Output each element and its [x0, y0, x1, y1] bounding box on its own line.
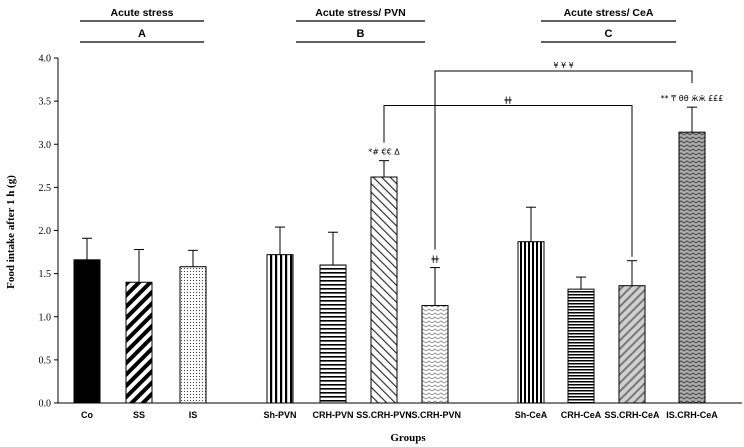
comparisons: ¥ ¥ ¥ ǂǂ — [383, 61, 693, 257]
comparison-label: ǂǂ — [504, 95, 512, 104]
x-tick-label: SS.CRH-PVN — [356, 410, 412, 420]
x-tick-label: IS — [189, 410, 198, 420]
bar-is-crh-cea — [678, 131, 706, 404]
y-axis-title: Food intake after 1 h (g) — [5, 175, 17, 289]
comparison-bracket — [434, 70, 693, 250]
y-tick-label: 3.0 — [39, 140, 52, 151]
y-tick-label: 0.0 — [39, 399, 52, 410]
group-title: Acute stress — [110, 7, 173, 19]
y-tick-label: 2.0 — [39, 226, 52, 237]
comparison-label: ¥ ¥ ¥ — [553, 61, 573, 70]
group-title: Acute stress/ PVN — [315, 7, 405, 19]
bar-sh-cea — [517, 241, 545, 404]
bar-ss-crh-cea — [618, 285, 646, 404]
bar-is — [179, 266, 207, 404]
comparison-bracket — [383, 104, 633, 257]
bar-sh-pvn — [266, 254, 294, 404]
x-tick-label: Co — [81, 410, 93, 420]
bar-annotation: ǂǂ — [431, 255, 439, 264]
x-tick-label: SS — [133, 410, 145, 420]
group-headers: Acute stress A Acute stress/ PVN B Acute str… — [80, 7, 676, 43]
bar-ss — [125, 281, 153, 404]
bars: *# €€ Δ ǂǂ ** ₸ θθ ӝӝ £££ — [73, 94, 724, 404]
x-axis-title: Groups — [390, 432, 426, 444]
group-letter: B — [357, 28, 365, 40]
x-tick-label: Sh-PVN — [263, 410, 296, 420]
y-axis: 0.0 0.5 1.0 1.5 2.0 2.5 3.0 3.5 4.0 — [39, 54, 59, 410]
x-tick-label: IS.CRH-CeA — [666, 410, 718, 420]
x-tick-label: CRH-CeA — [561, 410, 602, 420]
group-letter: C — [605, 28, 613, 40]
group-letter: A — [138, 28, 146, 40]
bar-ss-crh-pvn — [370, 176, 398, 404]
group-title: Acute stress/ CeA — [564, 7, 654, 19]
y-tick-label: 3.5 — [39, 97, 52, 108]
bar-crh-pvn — [319, 264, 347, 404]
bar-is-crh-pvn — [421, 305, 449, 404]
y-tick-label: 0.5 — [39, 355, 52, 366]
x-tick-label: IS.CRH-PVN — [409, 410, 461, 420]
y-tick-label: 2.5 — [39, 183, 52, 194]
y-tick-label: 4.0 — [39, 54, 52, 65]
bar-co — [73, 259, 101, 404]
bar-crh-cea — [567, 288, 595, 404]
x-tick-label: CRH-PVN — [312, 410, 353, 420]
bar-annotation: ** ₸ θθ ӝӝ £££ — [661, 94, 724, 103]
x-tick-label: SS.CRH-CeA — [604, 410, 660, 420]
bar-annotation: *# €€ Δ — [368, 148, 400, 157]
x-tick-label: Sh-CeA — [515, 410, 548, 420]
y-tick-label: 1.0 — [39, 312, 52, 323]
y-tick-label: 1.5 — [39, 269, 52, 280]
